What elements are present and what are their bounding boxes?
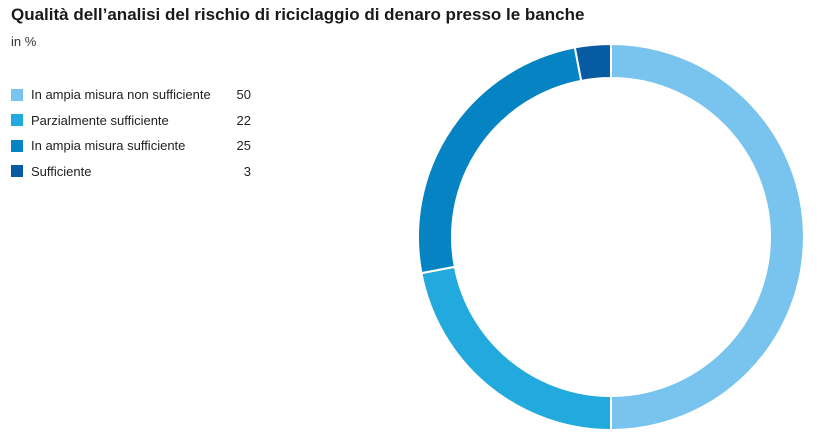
donut-slice-2: [417, 46, 583, 275]
legend-value: 3: [243, 163, 251, 179]
legend-swatch: [11, 114, 23, 127]
legend-item: Parzialmente sufficiente 22: [11, 108, 251, 134]
legend-value: 50: [236, 87, 251, 103]
legend-label: In ampia misura sufficiente: [31, 138, 186, 154]
legend-value: 22: [236, 112, 251, 128]
donut-slice-0: [610, 42, 805, 432]
donut-slice-3: [573, 42, 612, 82]
chart-title: Qualità dell’analisi del rischio di rici…: [11, 5, 585, 24]
legend: In ampia misura non sufficiente 50 Parzi…: [11, 82, 251, 184]
legend-item: In ampia misura non sufficiente 50: [11, 82, 251, 108]
legend-label: Sufficiente: [31, 163, 92, 179]
legend-label: Parzialmente sufficiente: [31, 112, 169, 128]
legend-swatch: [11, 165, 23, 178]
legend-value: 25: [236, 138, 251, 154]
legend-item: In ampia misura sufficiente 25: [11, 133, 251, 159]
donut-slice-1: [420, 265, 612, 432]
chart-subtitle: in %: [11, 34, 37, 49]
legend-item: Sufficiente 3: [11, 159, 251, 185]
legend-label: In ampia misura non sufficiente: [31, 87, 211, 103]
legend-swatch: [11, 88, 23, 101]
legend-swatch: [11, 139, 23, 152]
